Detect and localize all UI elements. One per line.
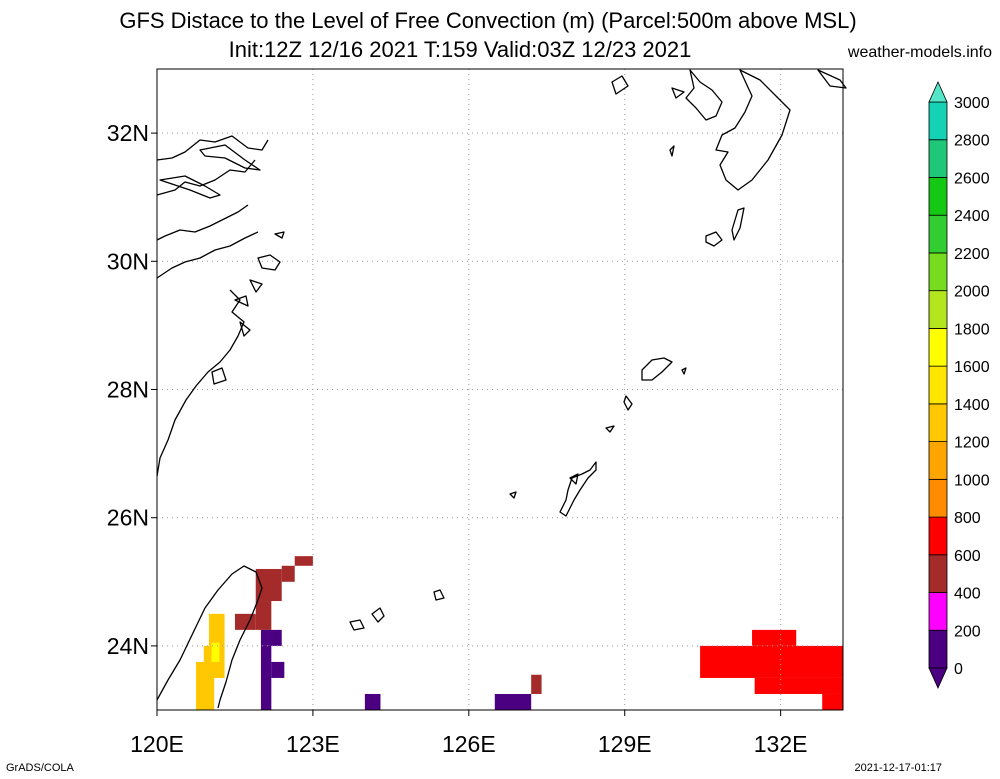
coastlines (156, 69, 847, 709)
x-tick-label: 120E (130, 731, 184, 757)
colorbar-label: 2000 (954, 284, 990, 301)
colorbar-swatch (928, 403, 948, 443)
mainland-inlet (199, 144, 261, 171)
colorbar-label: 2800 (954, 133, 990, 150)
colorbar-swatch (928, 592, 948, 631)
kume (509, 491, 517, 499)
y-tick-label: 24N (107, 633, 149, 659)
okinawa (559, 461, 597, 517)
data-cell (364, 693, 381, 710)
tanegashima (731, 207, 745, 241)
colorbar-high-arrow (928, 81, 948, 103)
x-axis: 120E 123E 126E 129E 132E (130, 710, 807, 757)
data-cell (754, 677, 843, 694)
data-cell (260, 629, 282, 646)
colorbar-label: 2400 (954, 208, 990, 225)
y-tick-label: 32N (107, 120, 149, 146)
y-tick-label: 30N (107, 248, 149, 274)
y-tick-label: 28N (107, 377, 149, 403)
yakushima (705, 231, 723, 247)
amami (641, 357, 673, 381)
data-cell (255, 601, 272, 630)
data-cell (234, 613, 256, 630)
colorbar-swatch (928, 516, 948, 556)
colorbar-label: 1400 (954, 397, 990, 414)
tokunoshima (623, 395, 633, 411)
yangtze-estuary (159, 175, 221, 199)
colorbar-swatch (928, 214, 948, 254)
colorbar-low-arrow (928, 667, 948, 689)
x-tick-label: 129E (598, 731, 652, 757)
zhejiang-islands (211, 231, 285, 385)
y-tick-label: 26N (107, 505, 149, 531)
mainland-coast (156, 135, 269, 477)
colorbar-label: 2600 (954, 170, 990, 187)
y-axis: 24N 26N 28N 30N 32N (107, 120, 157, 659)
x-tick-label: 132E (754, 731, 808, 757)
credit-label: GrADS/COLA (6, 762, 74, 774)
colorbar-label: 800 (954, 510, 981, 527)
data-cells (195, 556, 843, 710)
colorbar-label: 1200 (954, 435, 990, 452)
colorbar-swatch (928, 139, 948, 178)
data-cell (494, 693, 532, 710)
kyushu-coast (685, 69, 791, 191)
chart-title: GFS Distace to the Level of Free Convect… (119, 8, 857, 33)
colorbar-label: 400 (954, 586, 981, 603)
chart-subtitle: Init:12Z 12/16 2021 T:159 Valid:03Z 12/2… (228, 37, 692, 62)
data-cell (700, 645, 843, 678)
daito (681, 367, 687, 375)
data-cell (211, 642, 220, 662)
data-cell (195, 661, 215, 710)
data-cell (752, 629, 797, 646)
data-cell (208, 613, 225, 646)
timestamp-label: 2021-12-17-01:17 (854, 762, 942, 774)
colorbar-label: 200 (954, 623, 981, 640)
japan-islands-north (611, 69, 847, 157)
colorbar-swatch (928, 365, 948, 405)
colorbar-label: 1600 (954, 359, 990, 376)
data-cell (531, 674, 542, 694)
data-cell (271, 661, 285, 678)
colorbar-swatch (928, 554, 948, 593)
data-cell (260, 645, 272, 710)
okinoerabu (605, 425, 615, 433)
colorbar-label: 1000 (954, 472, 990, 489)
colorbar-swatch (928, 290, 948, 329)
data-cell (281, 565, 295, 582)
colorbar-label: 1800 (954, 321, 990, 338)
colorbar: 0 200 400 600 800 1000 1200 1400 1600 1800 2000 220… (928, 81, 990, 689)
colorbar-swatch (928, 327, 948, 367)
colorbar-label: 3000 (954, 95, 990, 112)
colorbar-swatch (928, 252, 948, 292)
x-tick-label: 126E (442, 731, 496, 757)
colorbar-label: 0 (954, 661, 963, 678)
site-label: weather-models.info (847, 44, 992, 61)
x-tick-label: 123E (286, 731, 340, 757)
colorbar-label: 2200 (954, 246, 990, 263)
colorbar-swatch (928, 441, 948, 480)
colorbar-swatch (928, 629, 948, 669)
taiwan-coast (156, 565, 263, 709)
data-cell (294, 556, 313, 566)
colorbar-swatch (928, 478, 948, 518)
data-cell (822, 693, 843, 710)
colorbar-swatch (928, 177, 948, 216)
colorbar-swatch (928, 101, 948, 141)
sakishima (349, 589, 445, 631)
colorbar-label: 600 (954, 548, 981, 565)
